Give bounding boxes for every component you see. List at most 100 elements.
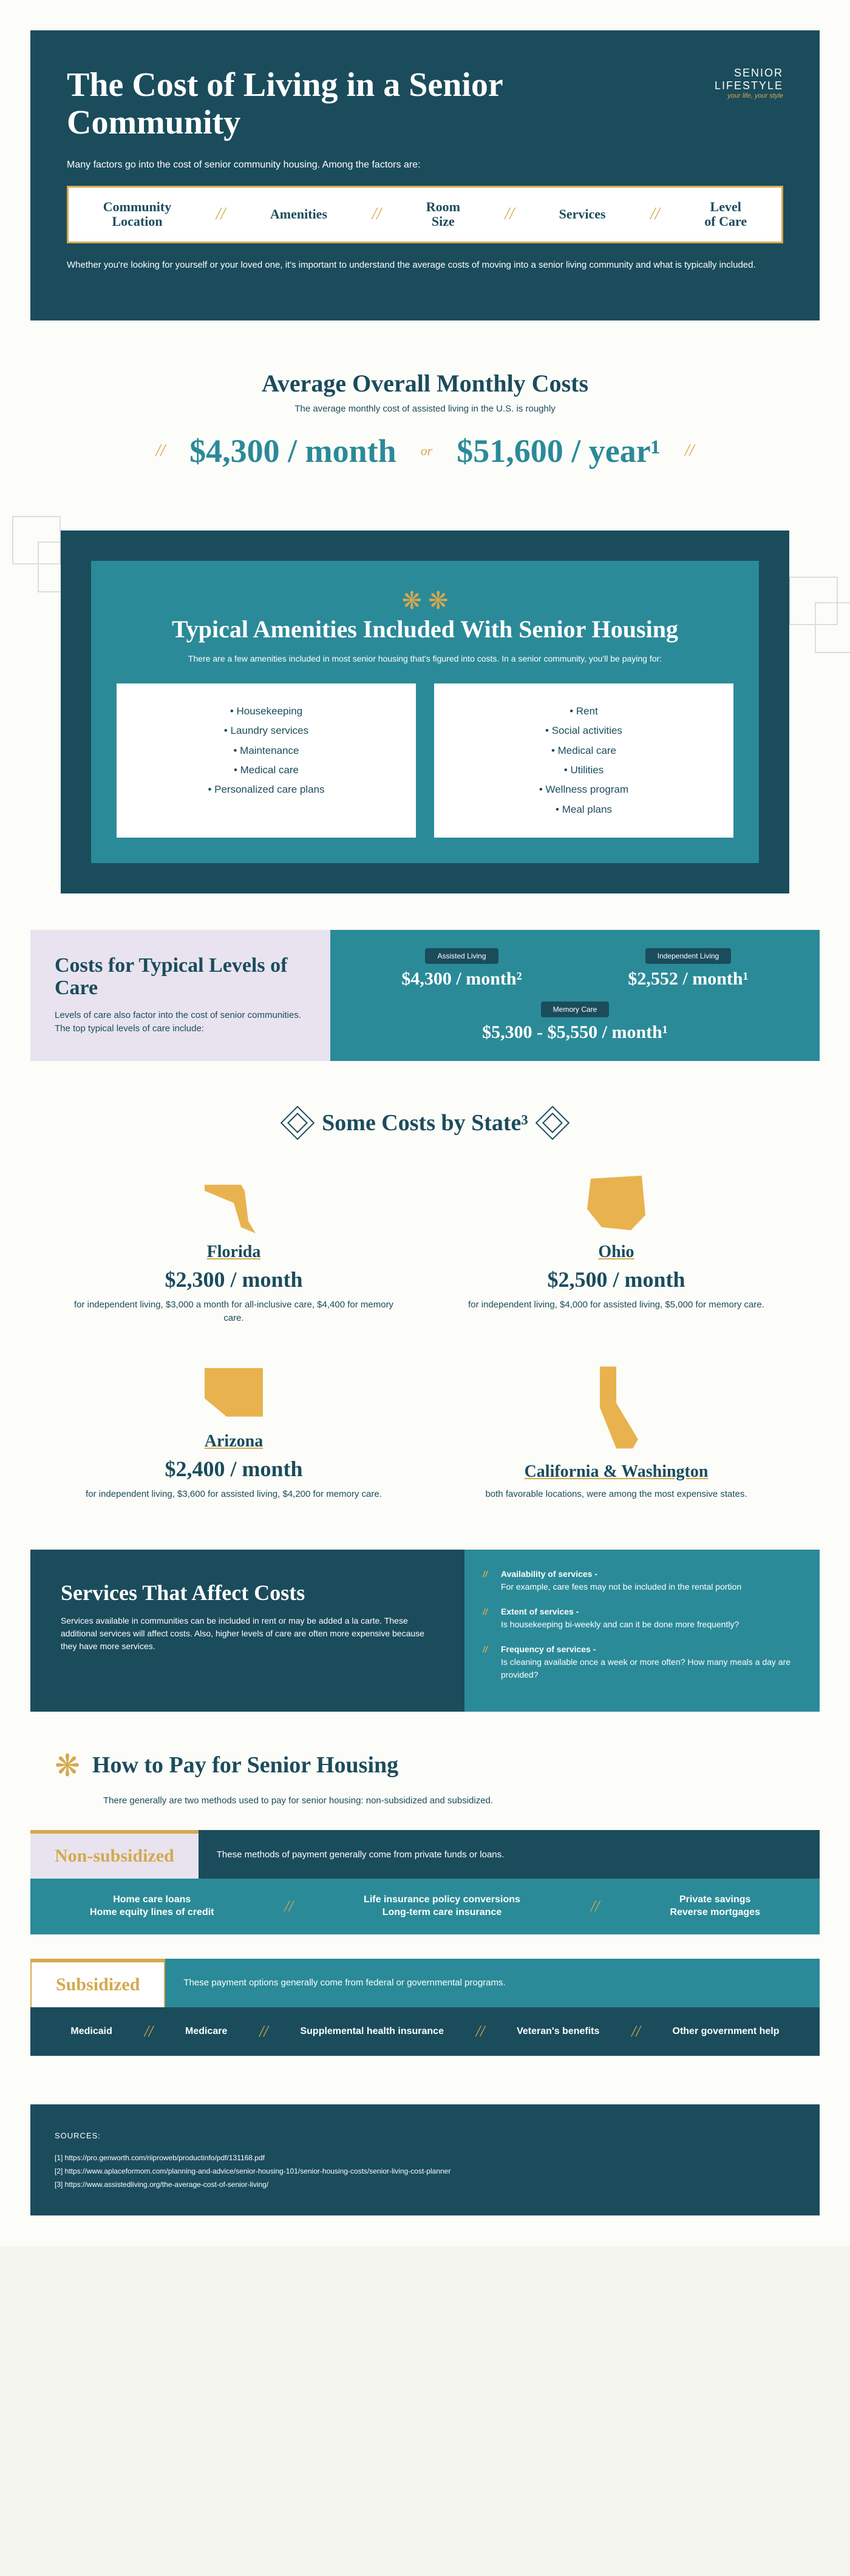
pay-title: How to Pay for Senior Housing: [92, 1753, 398, 1778]
level-item: Memory Care $5,300 - $5,550 / month¹: [355, 1002, 795, 1043]
slash-icon: //: [156, 441, 166, 461]
avg-subtitle: The average monthly cost of assisted liv…: [30, 404, 820, 414]
method-item: Life insurance policy conversionsLong-te…: [364, 1894, 520, 1919]
sub-method: Subsidized These payment options general…: [30, 1959, 820, 2056]
slash-icon: //: [372, 205, 382, 224]
slash-icon: //: [259, 2022, 268, 2041]
state-price: $2,500 / month: [449, 1267, 783, 1292]
state-name: Florida: [67, 1242, 401, 1262]
levels-title: Costs for Typical Levels of Care: [55, 954, 306, 1000]
states-section: Some Costs by State³ Florida $2,300 / mon…: [30, 1110, 820, 1502]
pay-section: ❋ How to Pay for Senior Housing There ge…: [30, 1748, 820, 2056]
state-name: California & Washington: [449, 1462, 783, 1482]
state-shape-icon: [580, 1173, 653, 1233]
factor-item: Levelof Care: [704, 200, 747, 229]
average-costs-section: Average Overall Monthly Costs The averag…: [30, 369, 820, 470]
slash-icon: //: [591, 1897, 599, 1916]
method-item: Other government help: [673, 2025, 780, 2038]
factor-item: Amenities: [270, 207, 327, 222]
state-item: Ohio $2,500 / month for independent living…: [449, 1173, 783, 1326]
amenities-section: ❋ ❋ Typical Amenities Included With Seni…: [61, 530, 789, 893]
decorative-squares: [12, 516, 61, 564]
nonsub-label: Non-subsidized: [30, 1830, 199, 1879]
level-value: $4,300 / month²: [355, 969, 569, 989]
nonsub-desc: These methods of payment generally come …: [199, 1830, 820, 1879]
avg-separator: or: [421, 443, 433, 459]
diamond-icon: [280, 1106, 315, 1141]
source-line: [1] https://pro.genworth.com/riiproweb/p…: [55, 2152, 795, 2165]
service-item: Frequency of services -Is cleaning avail…: [483, 1643, 801, 1681]
source-line: [3] https://www.assistedliving.org/the-a…: [55, 2178, 795, 2192]
nonsub-method: Non-subsidized These methods of payment …: [30, 1830, 820, 1934]
states-title: Some Costs by State³: [30, 1110, 820, 1136]
state-desc: both favorable locations, were among the…: [449, 1488, 783, 1502]
state-shape-icon: [197, 1362, 270, 1423]
state-desc: for independent living, $3,600 for assis…: [67, 1488, 401, 1502]
level-label: Memory Care: [541, 1002, 610, 1017]
state-shape-icon: [197, 1173, 270, 1233]
state-desc: for independent living, $3,000 a month f…: [67, 1298, 401, 1326]
logo: SENIOR LIFESTYLE your life, your style: [665, 67, 783, 100]
method-item: Medicare: [185, 2025, 227, 2038]
slash-icon: //: [631, 2022, 640, 2041]
sub-desc: These payment options generally come fro…: [165, 1959, 820, 2007]
source-line: [2] https://www.aplaceformom.com/plannin…: [55, 2165, 795, 2178]
level-item: Independent Living $2,552 / month¹: [581, 948, 795, 989]
page-title: The Cost of Living in a Senior Community: [67, 67, 665, 141]
state-price: $2,300 / month: [67, 1267, 401, 1292]
factors-bar: CommunityLocation // Amenities // RoomSize //…: [67, 186, 783, 243]
factor-item: RoomSize: [426, 200, 460, 229]
method-item: Veteran's benefits: [517, 2025, 599, 2038]
slash-icon: //: [144, 2022, 153, 2041]
sources-title: SOURCES:: [55, 2129, 795, 2143]
state-item: Arizona$2,400 / monthfor independent liv…: [67, 1362, 401, 1502]
service-item: Availability of services -For example, c…: [483, 1568, 801, 1593]
method-item: Home care loansHome equity lines of cred…: [90, 1894, 214, 1919]
states-title-text: Some Costs by State³: [322, 1110, 528, 1136]
diamond-icon: [536, 1106, 570, 1141]
method-item: Private savingsReverse mortgages: [670, 1894, 760, 1919]
amenity-list-2: • Rent• Social activities• Medical care•…: [434, 683, 733, 838]
state-price: $2,400 / month: [67, 1456, 401, 1482]
ornament-icon: ❋ ❋: [117, 586, 733, 615]
method-item: Medicaid: [70, 2025, 112, 2038]
factor-item: CommunityLocation: [103, 200, 171, 229]
avg-title: Average Overall Monthly Costs: [30, 369, 820, 398]
slash-icon: //: [685, 441, 695, 461]
state-desc: for independent living, $4,000 for assis…: [449, 1298, 783, 1312]
avg-month-value: $4,300 / month: [189, 432, 396, 470]
state-item: Florida $2,300 / month for independent liv…: [67, 1173, 401, 1326]
state-shape-icon: [589, 1362, 644, 1453]
pay-intro: There generally are two methods used to …: [103, 1795, 820, 1806]
header-intro: Many factors go into the cost of senior …: [67, 160, 783, 171]
header-outro: Whether you're looking for yourself or y…: [67, 259, 783, 273]
slash-icon: //: [650, 205, 660, 224]
level-label: Assisted Living: [425, 948, 498, 964]
level-label: Independent Living: [645, 948, 731, 964]
level-item: Assisted Living $4,300 / month²: [355, 948, 569, 989]
amenities-title: Typical Amenities Included With Senior H…: [117, 615, 733, 643]
ornament-icon: ❋: [55, 1748, 80, 1783]
amenity-list-1: • Housekeeping• Laundry services• Mainte…: [117, 683, 416, 838]
method-item: Supplemental health insurance: [300, 2025, 444, 2038]
logo-tagline: your life, your style: [665, 92, 783, 100]
sub-label: Subsidized: [30, 1959, 165, 2007]
levels-desc: Levels of care also factor into the cost…: [55, 1009, 306, 1036]
state-name: Ohio: [449, 1242, 783, 1262]
logo-main: SENIOR LIFESTYLE: [665, 67, 783, 92]
slash-icon: //: [216, 205, 226, 224]
avg-year-value: $51,600 / year¹: [457, 432, 661, 470]
amenities-subtitle: There are a few amenities included in mo…: [117, 652, 733, 665]
sources-section: SOURCES: [1] https://pro.genworth.com/ri…: [30, 2104, 820, 2215]
level-value: $5,300 - $5,550 / month¹: [355, 1022, 795, 1043]
levels-section: Costs for Typical Levels of Care Levels …: [30, 930, 820, 1061]
slash-icon: //: [476, 2022, 484, 2041]
level-value: $2,552 / month¹: [581, 969, 795, 989]
decorative-squares: [789, 577, 838, 625]
services-section: Services That Affect Costs Services avai…: [30, 1550, 820, 1712]
factor-item: Services: [559, 207, 606, 222]
services-title: Services That Affect Costs: [61, 1580, 434, 1605]
slash-icon: //: [505, 205, 514, 224]
services-desc: Services available in communities can be…: [61, 1615, 434, 1653]
header-section: The Cost of Living in a Senior Community…: [30, 30, 820, 320]
